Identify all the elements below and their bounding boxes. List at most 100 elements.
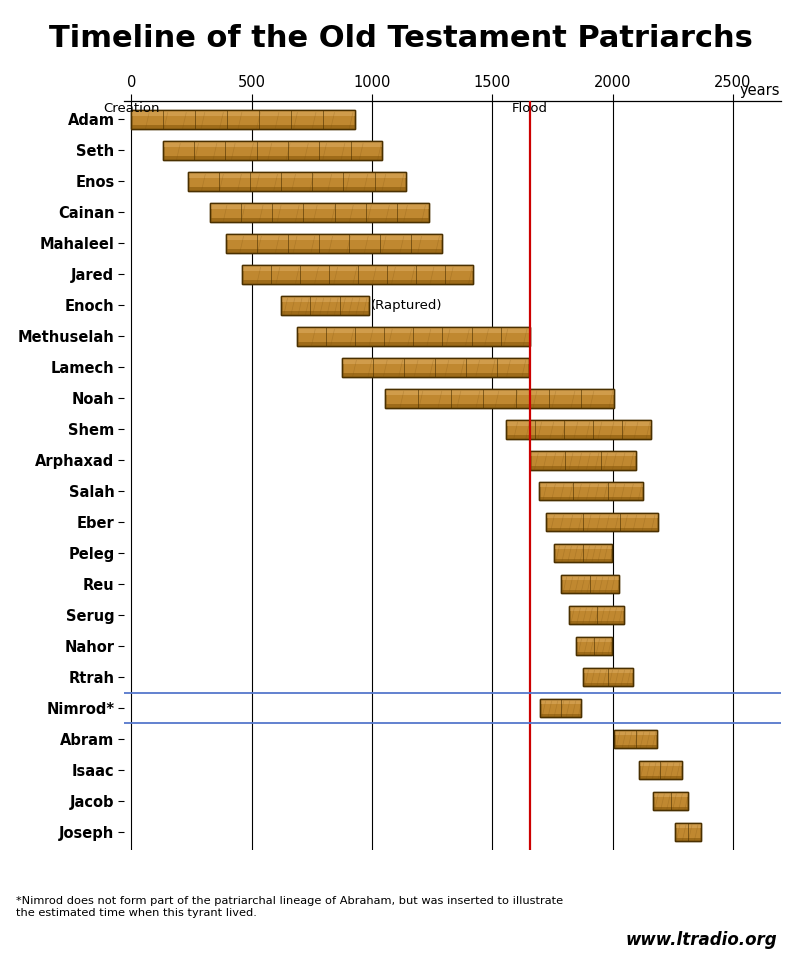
Bar: [385, 389, 614, 407]
Bar: [576, 637, 612, 655]
Bar: [227, 234, 441, 239]
Bar: [242, 265, 473, 283]
Bar: [546, 513, 658, 531]
Bar: [583, 683, 633, 686]
Bar: [342, 358, 529, 377]
Bar: [674, 823, 702, 841]
Text: years: years: [740, 83, 780, 98]
Bar: [385, 405, 614, 407]
Bar: [638, 761, 682, 779]
Bar: [546, 529, 658, 531]
Bar: [539, 481, 643, 501]
Bar: [227, 234, 441, 253]
Bar: [210, 218, 429, 222]
Bar: [188, 187, 405, 190]
Bar: [296, 327, 529, 346]
Bar: [614, 729, 657, 735]
Bar: [163, 141, 382, 160]
Bar: [281, 296, 368, 302]
Bar: [576, 652, 612, 655]
Bar: [541, 714, 582, 717]
Bar: [131, 111, 355, 129]
Bar: [163, 157, 382, 160]
Text: www.ltradio.org: www.ltradio.org: [626, 931, 777, 949]
Bar: [539, 497, 643, 501]
Bar: [506, 420, 650, 426]
Bar: [227, 234, 441, 253]
Bar: [530, 451, 636, 456]
Bar: [242, 281, 473, 283]
Bar: [506, 435, 650, 438]
Bar: [296, 342, 529, 346]
Bar: [242, 265, 473, 283]
Text: Creation: Creation: [103, 103, 159, 115]
Bar: [653, 792, 688, 810]
Bar: [653, 792, 688, 810]
Bar: [638, 761, 682, 779]
Bar: [614, 745, 657, 749]
Bar: [576, 637, 612, 655]
Bar: [569, 605, 624, 611]
Bar: [562, 590, 619, 593]
Bar: [554, 544, 612, 562]
Bar: [541, 699, 582, 717]
Bar: [506, 420, 650, 438]
Bar: [530, 451, 636, 470]
Bar: [546, 513, 658, 518]
Bar: [530, 466, 636, 470]
Text: *Nimrod does not form part of the patriarchal lineage of Abraham, but was insert: *Nimrod does not form part of the patria…: [16, 897, 563, 918]
Bar: [539, 481, 643, 501]
Text: Flood: Flood: [512, 103, 548, 115]
Bar: [674, 823, 702, 828]
Bar: [506, 420, 650, 438]
Bar: [674, 823, 702, 841]
Bar: [554, 544, 612, 550]
Bar: [188, 172, 405, 190]
Bar: [227, 249, 441, 253]
Bar: [530, 451, 636, 470]
Bar: [569, 605, 624, 625]
Bar: [296, 327, 529, 333]
Bar: [210, 203, 429, 209]
Bar: [638, 761, 682, 766]
Bar: [541, 699, 582, 717]
Bar: [583, 668, 633, 674]
Bar: [674, 838, 702, 841]
Bar: [163, 141, 382, 160]
Bar: [614, 729, 657, 749]
Bar: [296, 327, 529, 346]
Bar: [281, 311, 368, 314]
Bar: [653, 792, 688, 798]
Bar: [242, 265, 473, 271]
Bar: [131, 111, 355, 129]
Bar: [131, 126, 355, 129]
Bar: [342, 373, 529, 377]
Bar: [281, 296, 368, 314]
Bar: [131, 111, 355, 115]
Text: (Raptured): (Raptured): [371, 299, 442, 311]
Bar: [281, 296, 368, 314]
Bar: [385, 389, 614, 407]
Bar: [562, 575, 619, 593]
Bar: [188, 172, 405, 178]
Bar: [554, 559, 612, 562]
Bar: [188, 172, 405, 190]
Bar: [583, 668, 633, 686]
Bar: [638, 776, 682, 779]
Bar: [539, 481, 643, 487]
Bar: [569, 621, 624, 625]
Bar: [562, 575, 619, 580]
Bar: [614, 729, 657, 749]
Bar: [576, 637, 612, 642]
Bar: [210, 203, 429, 222]
Bar: [554, 544, 612, 562]
Bar: [342, 358, 529, 377]
Bar: [342, 358, 529, 363]
Text: Timeline of the Old Testament Patriarchs: Timeline of the Old Testament Patriarchs: [49, 24, 752, 53]
Bar: [546, 513, 658, 531]
Bar: [210, 203, 429, 222]
Bar: [583, 668, 633, 686]
Bar: [653, 807, 688, 810]
Bar: [562, 575, 619, 593]
Bar: [541, 699, 582, 704]
